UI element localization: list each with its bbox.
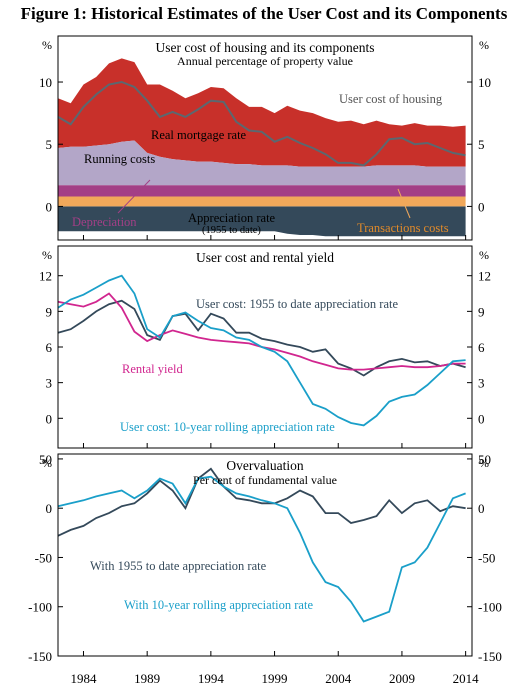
x-tick-label: 1989 — [134, 671, 160, 686]
y-tick-label-right: 5 — [478, 137, 485, 152]
unit-label-left: % — [42, 38, 52, 52]
label-appreciation-rate: Appreciation rate — [188, 211, 276, 225]
label-running-costs: Running costs — [84, 152, 155, 166]
x-tick-label: 1999 — [262, 671, 288, 686]
unit-label-left: % — [42, 456, 52, 470]
panel-3-border — [57, 453, 473, 657]
line-user-cost-1955-to-date — [57, 299, 466, 377]
panel-1-subtitle: Annual percentage of property value — [177, 54, 353, 68]
y-tick-label-left: 10 — [39, 75, 52, 90]
label-depreciation: Depreciation — [72, 215, 137, 229]
label-rental-yield: Rental yield — [122, 362, 183, 376]
y-tick-label-left: -50 — [35, 550, 52, 565]
y-tick-label-left: -100 — [28, 600, 52, 615]
unit-label-right: % — [479, 456, 489, 470]
y-tick-label-right: 9 — [478, 304, 485, 319]
y-tick-label-left: 0 — [46, 501, 53, 516]
label-user-cost-1955-to-date: User cost: 1955 to date appreciation rat… — [196, 297, 398, 311]
y-tick-label-right: 6 — [478, 340, 485, 355]
y-tick-label-left: -150 — [28, 649, 52, 664]
y-tick-label-left: 9 — [46, 304, 53, 319]
line-user-cost-of-housing — [57, 80, 466, 167]
label-transactions-costs: Transactions costs — [357, 221, 449, 235]
y-tick-label-left: 0 — [46, 199, 53, 214]
area-running-costs — [58, 140, 466, 186]
panel-2-plot — [57, 274, 466, 427]
y-tick-label-right: -50 — [478, 550, 495, 565]
panel-1-frame: 0 0 5 5 10 10%% — [39, 35, 491, 241]
line-overvaluation-1955-to-date — [57, 467, 466, 537]
line-overvaluation-10-year-rolling — [57, 475, 466, 623]
x-tick-label: 1984 — [70, 671, 97, 686]
panel-3-frame: -150 -150 -100 -100 -50 -50 0 0 50 50%% — [28, 452, 502, 664]
panel-2-border — [57, 245, 473, 449]
area-real-mortgage-rate — [58, 58, 466, 167]
panel-1-plot — [57, 58, 466, 237]
panel-2-frame: 0 0 3 3 6 6 9 9 12 12%% — [39, 245, 491, 449]
arrow-depreciation — [117, 179, 151, 214]
y-tick-label-left: 50 — [39, 452, 52, 467]
x-tick-label: 2009 — [389, 671, 415, 686]
y-tick-label-left: 3 — [46, 376, 53, 391]
figure-title: Figure 1: Historical Estimates of the Us… — [20, 4, 508, 23]
y-tick-label-left: 6 — [46, 340, 53, 355]
y-tick-label-right: 0 — [478, 411, 485, 426]
label-overvaluation-1955-to-date: With 1955 to date appreciation rate — [90, 559, 267, 573]
panel-3-title: Overvaluation — [226, 458, 303, 473]
x-axis-labels: 1984 1989 1994 1999 2004 2009 2014 — [70, 671, 479, 686]
y-tick-label-right: 3 — [478, 376, 485, 391]
arrow-transactions-costs — [397, 188, 411, 219]
panel-1-border — [57, 35, 473, 241]
area-transactions-costs — [58, 196, 466, 207]
y-tick-label-right: 10 — [478, 75, 491, 90]
panel-3-subtitle: Per cent of fundamental value — [193, 473, 337, 487]
y-tick-label-right: 12 — [478, 269, 491, 284]
y-tick-label-right: 50 — [478, 452, 491, 467]
y-tick-label-left: 0 — [46, 411, 53, 426]
label-user-cost-10-year-rolling: User cost: 10-year rolling appreciation … — [120, 420, 335, 434]
unit-label-left: % — [42, 248, 52, 262]
label-real-mortgage-rate: Real mortgage rate — [151, 128, 247, 142]
area-depreciation — [58, 185, 466, 197]
unit-label-right: % — [479, 38, 489, 52]
x-tick-label: 2014 — [453, 671, 480, 686]
panel-2-title: User cost and rental yield — [196, 250, 334, 265]
y-tick-label-left: 12 — [39, 269, 52, 284]
y-tick-label-right: 0 — [478, 199, 485, 214]
panel-1-title: User cost of housing and its components — [156, 40, 375, 55]
label-overvaluation-10-year-rolling: With 10-year rolling appreciation rate — [124, 598, 313, 612]
unit-label-right: % — [479, 248, 489, 262]
y-tick-label-right: 0 — [478, 501, 485, 516]
y-tick-label-right: -150 — [478, 649, 502, 664]
area-appreciation-rate — [58, 206, 466, 237]
line-user-cost-10-year-rolling — [57, 274, 466, 427]
panel-3-plot — [57, 467, 466, 623]
y-tick-label-right: -100 — [478, 600, 502, 615]
label-appreciation-span: (1955 to date) — [202, 225, 261, 236]
x-tick-label: 1994 — [198, 671, 225, 686]
x-tick-label: 2004 — [325, 671, 352, 686]
label-user-cost-of-housing: User cost of housing — [339, 92, 443, 106]
y-tick-label-left: 5 — [46, 137, 53, 152]
